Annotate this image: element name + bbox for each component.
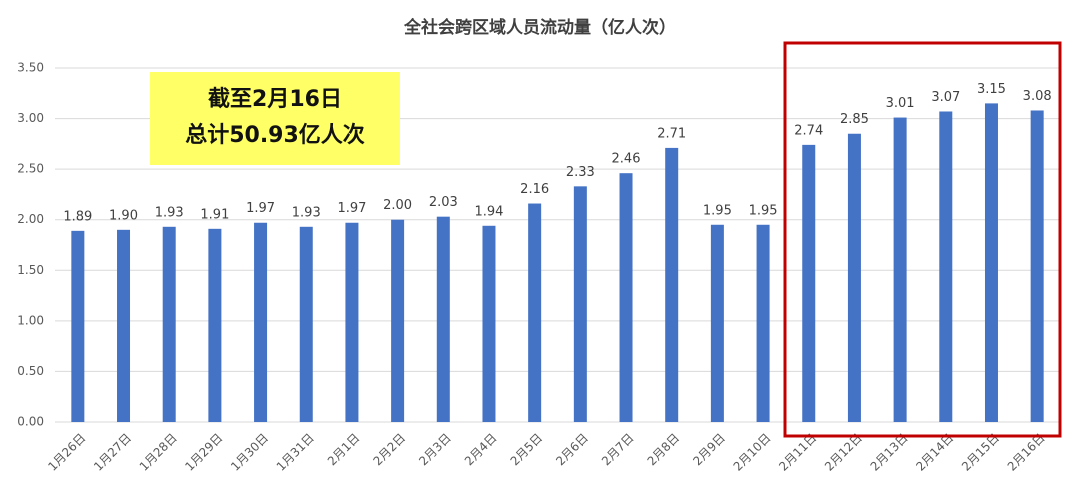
bar [1030, 110, 1044, 422]
x-tick-label: 1月26日 [45, 431, 88, 474]
value-label: 1.97 [246, 201, 275, 216]
y-tick-label: 0.50 [17, 364, 44, 378]
bar [847, 133, 861, 422]
value-label: 1.90 [109, 208, 138, 223]
value-label: 2.16 [520, 182, 549, 197]
bar [665, 147, 679, 422]
annotation: 截至2月16日 [208, 87, 342, 112]
bar [619, 173, 633, 422]
value-label: 2.74 [794, 123, 823, 138]
value-label: 3.15 [977, 82, 1006, 97]
y-tick-label: 1.00 [17, 313, 44, 327]
bar [573, 186, 587, 422]
x-tick-label: 1月29日 [182, 431, 225, 474]
y-tick-label: 1.50 [17, 263, 44, 277]
y-tick-label: 0.00 [17, 415, 44, 429]
highlight-box [783, 41, 1062, 438]
bar [939, 111, 953, 423]
x-tick-label: 2月4日 [462, 431, 500, 469]
value-label: 2.03 [429, 195, 458, 210]
value-label: 2.33 [566, 165, 595, 180]
value-label: 1.93 [292, 205, 321, 220]
x-tick-label: 2月1日 [325, 431, 363, 469]
value-label: 1.91 [200, 207, 229, 222]
value-label: 1.89 [63, 209, 92, 224]
value-label: 1.94 [475, 204, 504, 219]
value-label: 2.85 [840, 112, 869, 127]
x-tick-label: 2月9日 [690, 431, 728, 469]
annotation: 总计50.93亿人次 [185, 122, 365, 148]
bar [984, 103, 998, 423]
x-tick-label: 2月3日 [416, 431, 454, 469]
bar [436, 216, 450, 422]
x-tick-label: 2月6日 [553, 431, 591, 469]
y-tick-label: 2.50 [17, 162, 44, 176]
bar [299, 226, 313, 422]
x-tick-label: 1月30日 [228, 431, 271, 474]
value-label: 3.08 [1023, 89, 1052, 104]
bar [893, 117, 907, 422]
annotation-box [150, 72, 400, 165]
chart-title: 全社会跨区域人员流动量（亿人次） [403, 17, 676, 38]
x-tick-label: 2月8日 [645, 431, 683, 469]
value-label: 3.07 [931, 90, 960, 105]
value-label: 2.46 [612, 152, 641, 167]
value-label: 2.71 [657, 126, 686, 141]
x-tick-label: 1月27日 [91, 431, 134, 474]
x-tick-label: 1月31日 [274, 431, 317, 474]
value-label: 1.93 [155, 205, 184, 220]
bar [71, 230, 85, 422]
y-tick-label: 2.00 [17, 212, 44, 226]
value-label: 1.95 [703, 203, 732, 218]
bar [162, 226, 176, 422]
value-label: 3.01 [886, 96, 915, 111]
y-tick-label: 3.50 [17, 61, 44, 75]
value-label: 2.00 [383, 198, 412, 213]
x-tick-label: 2月7日 [599, 431, 637, 469]
bar [391, 219, 405, 422]
x-tick-label: 2月2日 [371, 431, 409, 469]
bar [756, 224, 770, 422]
y-tick-label: 3.00 [17, 111, 44, 125]
bar [802, 144, 816, 422]
bar [208, 228, 222, 422]
value-label: 1.95 [749, 203, 778, 218]
bar [345, 222, 359, 422]
bar [117, 229, 131, 422]
bar [254, 222, 268, 422]
bar [710, 224, 724, 422]
bar [528, 203, 542, 422]
x-tick-label: 2月5日 [508, 431, 546, 469]
bar [482, 225, 496, 422]
x-tick-label: 2月10日 [731, 431, 774, 474]
value-label: 1.97 [337, 201, 366, 216]
x-tick-label: 1月28日 [137, 431, 180, 474]
